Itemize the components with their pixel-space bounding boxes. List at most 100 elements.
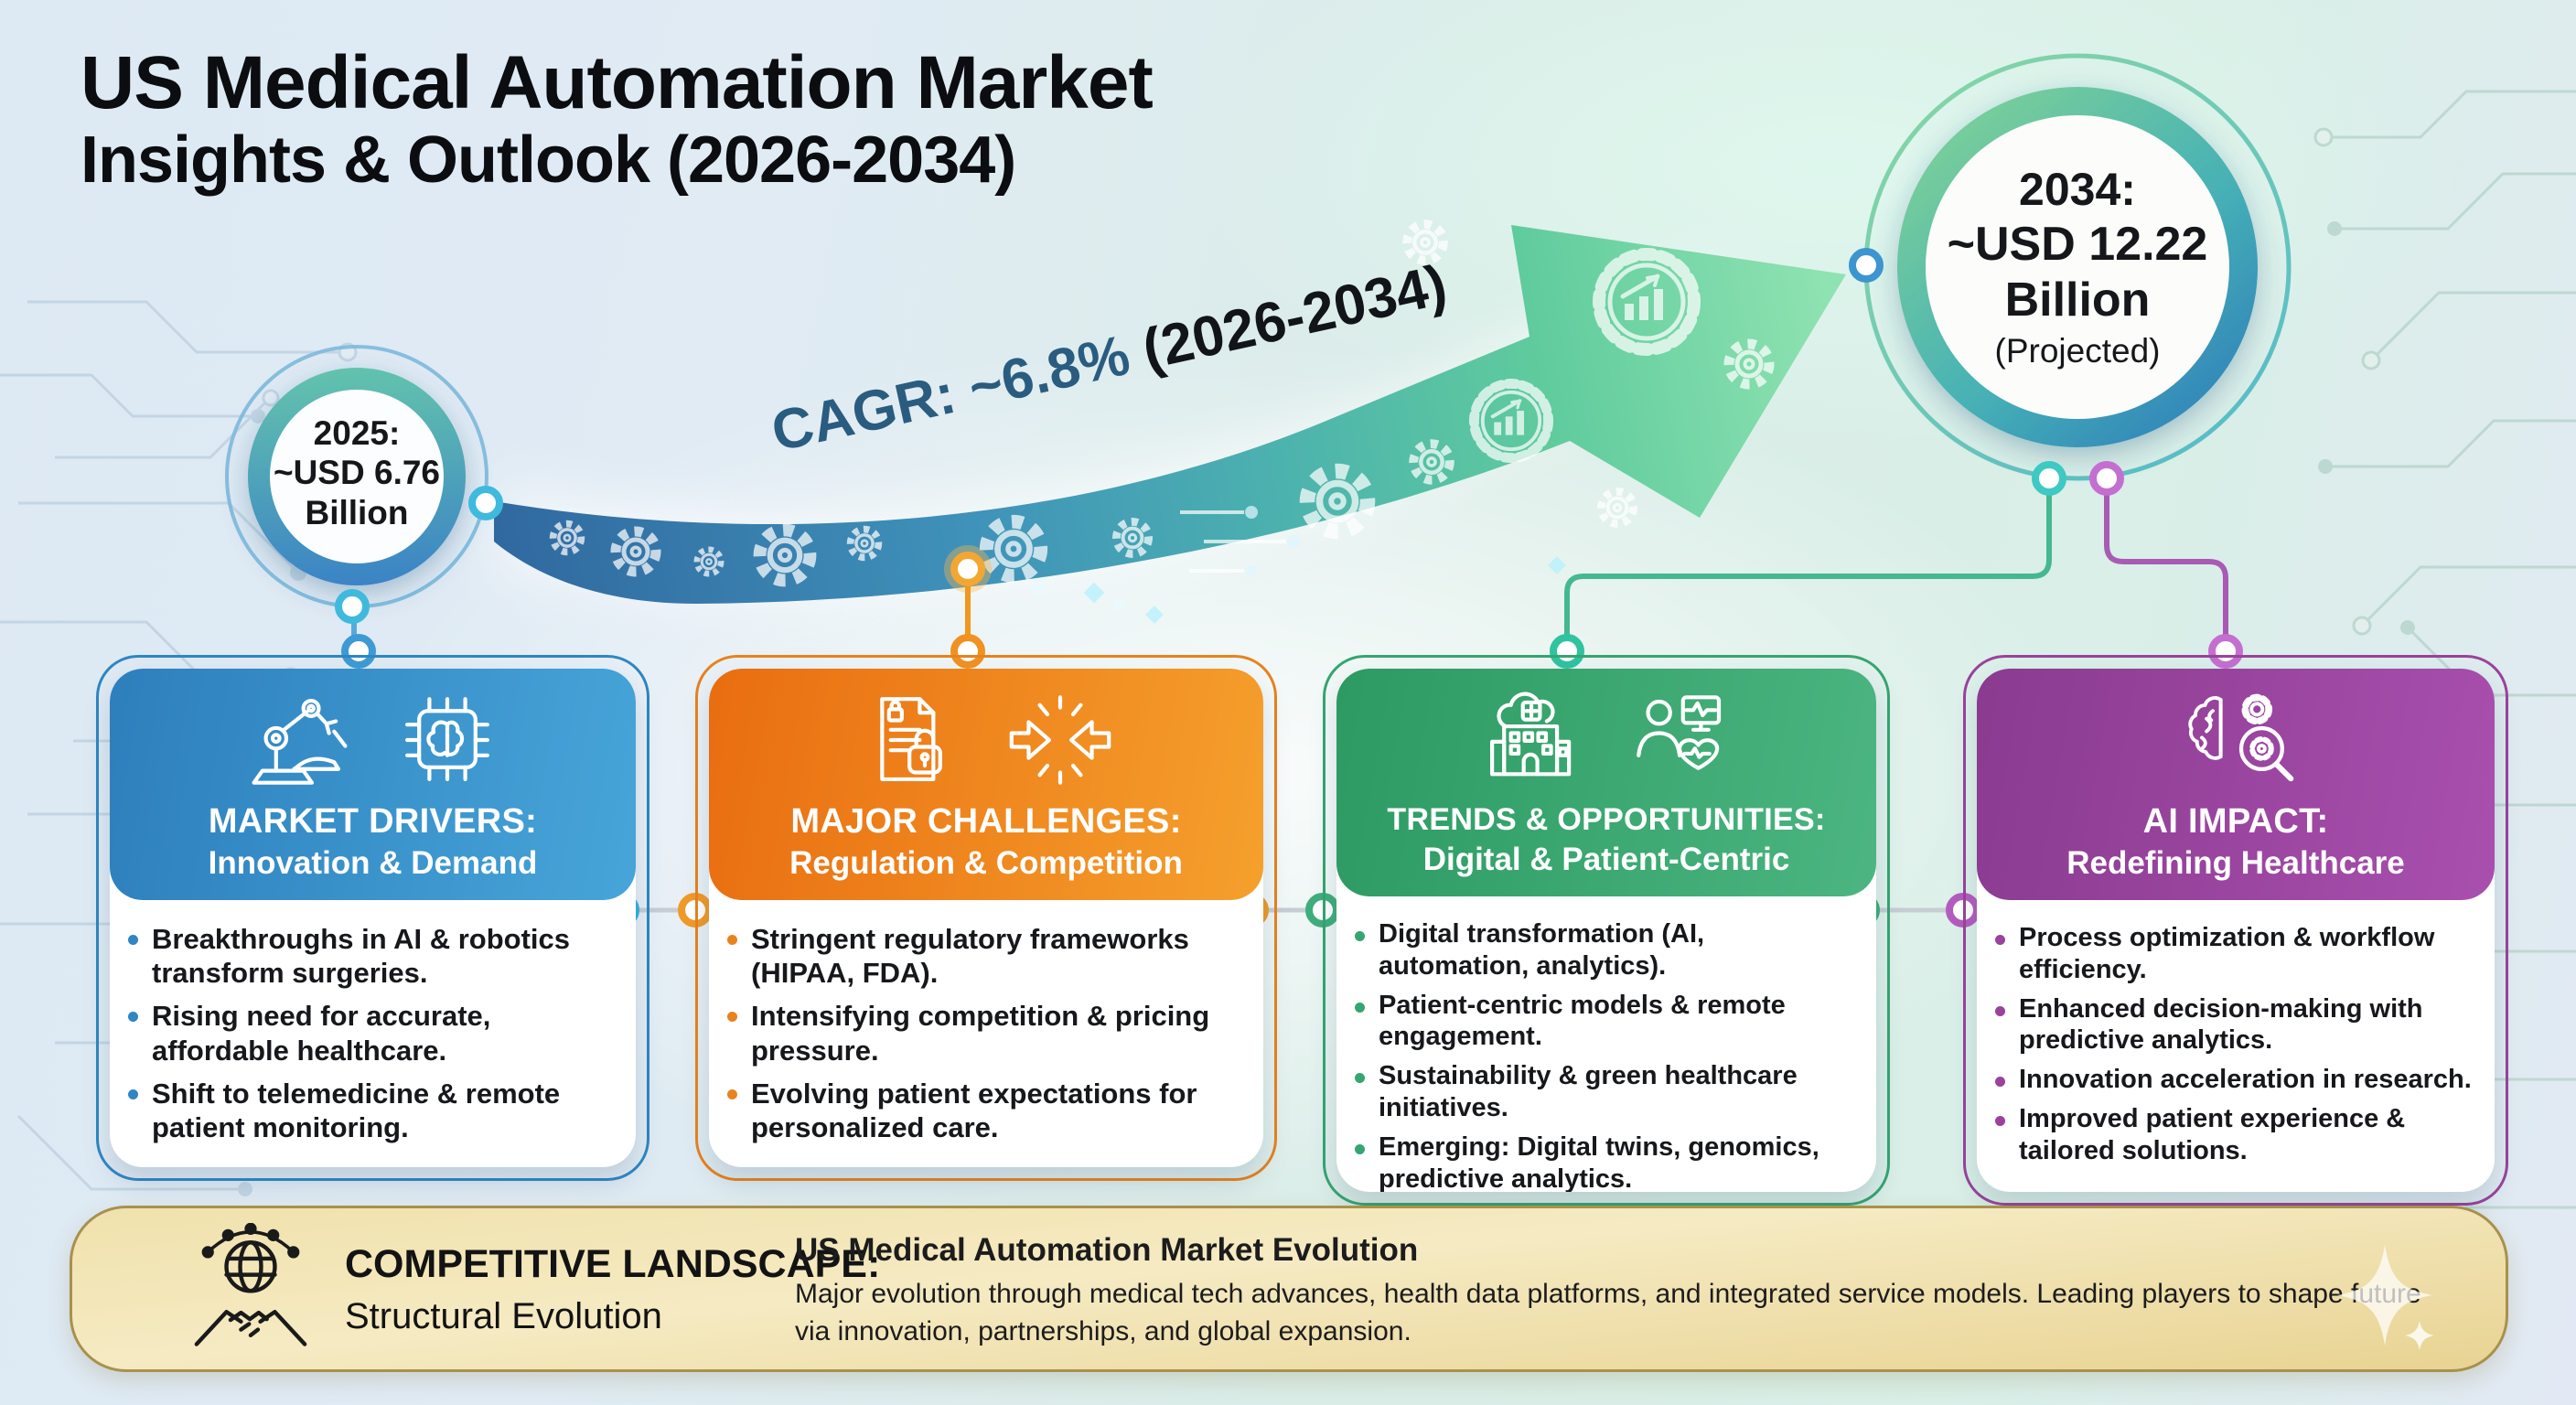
list-item: Shift to telemedicine & remote patient m… [128, 1077, 616, 1144]
card-icon-row [1342, 685, 1871, 795]
page-title: US Medical Automation Market Insights & … [80, 41, 1154, 198]
list-item: Stringent regulatory frameworks (HIPAA, … [727, 922, 1243, 990]
list-item: Digital transformation (AI, automation, … [1355, 918, 1856, 982]
milestone-2025-value: ~USD 6.76 [273, 454, 441, 492]
surgical-robot-icon [251, 698, 347, 785]
bullet-text: Breakthroughs in AI & robotics transform… [152, 923, 571, 990]
card-major-challenges: MAJOR CHALLENGES: Regulation & Competiti… [695, 655, 1277, 1181]
card-header-ai-impact: AI IMPACT: Redefining Healthcare [1977, 669, 2495, 900]
list-item: Emerging: Digital twins, genomics, predi… [1355, 1132, 1856, 1192]
bullet-text: Shift to telemedicine & remote patient m… [152, 1077, 561, 1143]
remote-patient-monitoring-icon [1637, 695, 1722, 770]
card-header-trends-opportunities: TRENDS & OPPORTUNITIES: Digital & Patien… [1336, 669, 1876, 896]
milestone-circle-2025 [225, 345, 488, 608]
list-item: Intensifying competition & pricing press… [727, 999, 1243, 1067]
bullet-text: Stringent regulatory frameworks (HIPAA, … [751, 923, 1189, 990]
bullet-text: Innovation acceleration in research. [2019, 1065, 2472, 1095]
card-title: MARKET DRIVERS: [208, 802, 538, 841]
list-item: Evolving patient expectations for person… [727, 1077, 1243, 1144]
card-bullet-list: Breakthroughs in AI & robotics transform… [110, 900, 636, 1153]
card-bullet-list: Stringent regulatory frameworks (HIPAA, … [709, 900, 1263, 1153]
list-item: Innovation acceleration in research. [1995, 1064, 2474, 1096]
bullet-dot [1355, 1073, 1365, 1084]
card-ai-impact: AI IMPACT: Redefining Healthcare Process… [1963, 655, 2508, 1206]
card-icon-row [1982, 685, 2489, 795]
bullet-dot [1995, 1005, 2005, 1016]
bullet-dot [1355, 931, 1365, 941]
card-subtitle: Digital & Patient-Centric [1422, 842, 1790, 877]
list-item: Rising need for accurate, affordable hea… [128, 999, 616, 1067]
cloud-hospital-icon [1490, 692, 1572, 777]
bullet-text: Enhanced decision-making with predictive… [2019, 993, 2423, 1056]
bullet-dot [1995, 1115, 2005, 1126]
circuit-trace-decoration [1180, 506, 1300, 576]
card-bullet-list: Process optimization & workflow efficien… [1977, 900, 2495, 1174]
ai-brain-magnifier-gear-icon [2188, 693, 2294, 782]
title-line1: US Medical Automation Market [80, 41, 1154, 124]
footer-description: Major evolution through medical tech adv… [795, 1279, 2421, 1346]
bullet-dot [1355, 1143, 1365, 1154]
milestone-2034-year: 2034: [2019, 164, 2136, 215]
card-subtitle: Redefining Healthcare [2066, 845, 2405, 881]
card-title: MAJOR CHALLENGES: [790, 802, 1182, 841]
card-icon-row [714, 685, 1258, 795]
footer-heading: COMPETITIVE LANDSCAPE: [345, 1242, 881, 1286]
market-evolution-text: US Medical Automation Market Evolution M… [795, 1232, 2460, 1350]
card-header-market-drivers: MARKET DRIVERS: Innovation & Demand [110, 669, 636, 900]
list-item: Process optimization & workflow efficien… [1995, 922, 2474, 986]
list-item: Breakthroughs in AI & robotics transform… [128, 922, 616, 990]
card-subtitle: Innovation & Demand [208, 845, 538, 881]
bullet-text: Rising need for accurate, affordable hea… [152, 1000, 491, 1067]
bullet-text: Intensifying competition & pricing press… [751, 1000, 1210, 1067]
milestone-2034-value: ~USD 12.22 [1947, 218, 2208, 271]
bullet-dot [727, 935, 737, 945]
bullet-dot [727, 1012, 737, 1023]
milestone-2025-unit: Billion [305, 493, 409, 531]
card-body-container: MAJOR CHALLENGES: Regulation & Competiti… [709, 669, 1263, 1167]
list-item: Improved patient experience & tailored s… [1995, 1103, 2474, 1167]
competitive-landscape-bar: COMPETITIVE LANDSCAPE: Structural Evolut… [70, 1206, 2508, 1372]
card-subtitle: Regulation & Competition [789, 845, 1183, 881]
bullet-text: Digital transformation (AI, automation, … [1379, 919, 1705, 981]
title-line2: Insights & Outlook (2026-2034) [80, 123, 1016, 198]
competitive-landscape-label: COMPETITIVE LANDSCAPE: Structural Evolut… [345, 1241, 880, 1338]
bullet-text: Process optimization & workflow efficien… [2019, 923, 2435, 984]
card-trends-opportunities: TRENDS & OPPORTUNITIES: Digital & Patien… [1323, 655, 1890, 1206]
milestone-2025-label: 2025: ~USD 6.76 Billion [229, 413, 485, 532]
card-title: AI IMPACT: [2142, 802, 2329, 841]
footer-subheading: Structural Evolution [345, 1295, 662, 1336]
milestone-2034-qualifier: (Projected) [1994, 331, 2161, 370]
card-bullet-list: Digital transformation (AI, automation, … [1336, 896, 1876, 1192]
card-icon-row [115, 685, 630, 795]
list-item: Enhanced decision-making with predictive… [1995, 993, 2474, 1057]
bullet-text: Patient-centric models & remote engageme… [1379, 990, 1786, 1052]
bullet-text: Emerging: Digital twins, genomics, predi… [1379, 1132, 1819, 1192]
sparkle-diamonds [1083, 556, 1566, 624]
bullet-dot [727, 1089, 737, 1099]
sparkle-icon [2337, 1245, 2434, 1350]
footer-title: US Medical Automation Market Evolution [795, 1232, 1419, 1268]
card-body-container: TRENDS & OPPORTUNITIES: Digital & Patien… [1336, 669, 1876, 1192]
regulatory-document-lock-icon [880, 697, 942, 782]
card-market-drivers: MARKET DRIVERS: Innovation & Demand Brea… [96, 655, 649, 1181]
bullet-dot [1355, 1002, 1365, 1013]
milestone-2034-label: 2034: ~USD 12.22 Billion (Projected) [1917, 163, 2238, 370]
bullet-dot [1995, 935, 2005, 945]
milestone-2025-year: 2025: [313, 414, 401, 452]
bullet-dot [128, 1089, 138, 1099]
colliding-arrows-icon [1009, 695, 1111, 785]
bullet-dot [128, 935, 138, 945]
bullet-text: Sustainability & green healthcare initia… [1379, 1061, 1798, 1122]
bullet-dot [128, 1012, 138, 1023]
card-header-major-challenges: MAJOR CHALLENGES: Regulation & Competiti… [709, 669, 1263, 900]
bullet-text: Improved patient experience & tailored s… [2019, 1103, 2406, 1165]
card-title: TRENDS & OPPORTUNITIES: [1387, 802, 1826, 837]
ai-chip-brain-icon [404, 697, 489, 782]
list-item: Patient-centric models & remote engageme… [1355, 990, 1856, 1054]
growth-arrow [494, 225, 1846, 604]
list-item: Sustainability & green healthcare initia… [1355, 1060, 1856, 1124]
card-body-container: MARKET DRIVERS: Innovation & Demand Brea… [110, 669, 636, 1167]
card-body-container: AI IMPACT: Redefining Healthcare Process… [1977, 669, 2495, 1192]
